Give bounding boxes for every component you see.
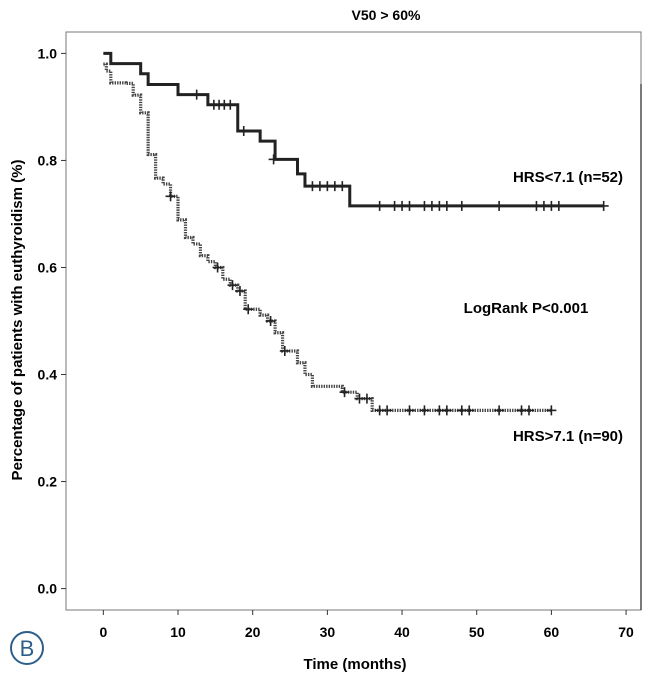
censor-mark	[268, 154, 279, 165]
censor-mark	[279, 345, 290, 356]
x-tick-label: 10	[170, 624, 186, 640]
censor-mark	[238, 126, 249, 137]
censor-mark	[441, 405, 452, 416]
censor-mark	[546, 405, 557, 416]
panel-letter: B	[20, 636, 35, 661]
x-tick-label: 0	[99, 624, 107, 640]
y-tick-label: 1.0	[38, 45, 58, 61]
censor-mark	[339, 387, 350, 398]
censor-mark	[598, 200, 609, 211]
censor-mark	[337, 181, 348, 192]
series-line-0	[103, 51, 604, 208]
y-tick-label: 0.0	[38, 581, 58, 597]
x-tick-label: 50	[469, 624, 485, 640]
censor-mark	[404, 405, 415, 416]
censor-mark	[374, 200, 385, 211]
x-tick-label: 30	[320, 624, 336, 640]
x-tick-label: 70	[618, 624, 634, 640]
y-axis: 0.0 0.2 0.4 0.6 0.8 1.0	[38, 45, 66, 597]
censor-mark	[225, 99, 236, 110]
y-tick-label: 0.4	[38, 367, 58, 383]
y-axis-label: Percentage of patients with euthyroidism…	[9, 160, 26, 481]
logrank-annotation: LogRank P<0.001	[464, 300, 589, 317]
panel-badge-circle	[10, 631, 44, 665]
censor-mark	[523, 405, 534, 416]
censor-mark	[456, 200, 467, 211]
chart-title: V50 > 60%	[352, 7, 421, 23]
y-tick-label: 0.2	[38, 474, 58, 490]
panel-badge: B	[10, 631, 44, 665]
censor-mark	[404, 200, 415, 211]
series-line-1	[103, 62, 552, 412]
y-tick-label: 0.8	[38, 152, 58, 168]
censor-mark	[265, 316, 276, 326]
censor-mark	[553, 200, 564, 211]
censor-mark	[441, 200, 452, 211]
x-tick-label: 60	[544, 624, 560, 640]
censor-mark	[212, 262, 223, 273]
x-tick-label: 40	[394, 624, 410, 640]
censor-mark	[494, 405, 505, 416]
censor-mark	[191, 89, 202, 100]
censor-mark	[361, 393, 372, 404]
censor-mark	[165, 191, 176, 202]
x-axis-label: Time (months)	[303, 656, 406, 673]
censor-mark	[494, 200, 505, 211]
y-tick-label: 0.6	[38, 259, 58, 275]
censor-mark	[419, 405, 430, 416]
x-tick-label: 20	[245, 624, 261, 640]
censor-mark	[464, 405, 475, 416]
series-label-hrs-low: HRS<7.1 (n=52)	[513, 169, 623, 186]
censor-mark	[382, 405, 393, 416]
x-axis: 0 10 20 30 40 50 60 70	[99, 610, 634, 640]
censor-mark	[227, 280, 238, 291]
censor-mark	[243, 304, 254, 315]
series-layer	[103, 51, 609, 416]
plot-frame	[65, 31, 642, 611]
censor-mark	[234, 286, 245, 297]
series-label-hrs-high: HRS>7.1 (n=90)	[513, 428, 623, 445]
